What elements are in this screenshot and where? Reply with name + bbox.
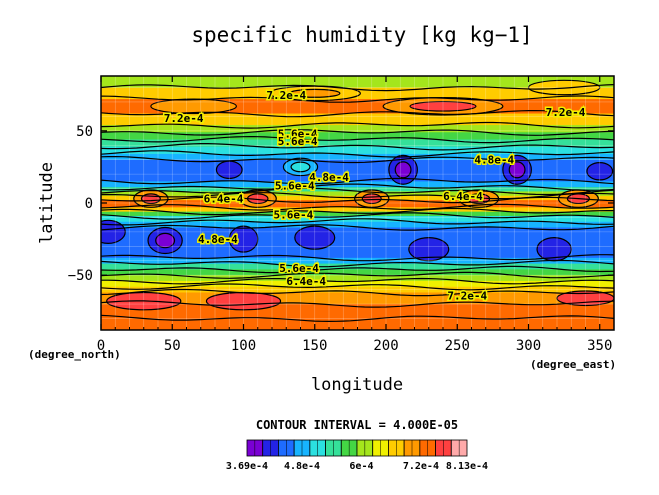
contour-label: 6.4e-4 [443, 190, 483, 203]
axis-ticks: 0 50 100 150 200 250 300 350 50 0 −50 [68, 76, 614, 354]
contour-label: 4.8e-4 [309, 171, 349, 184]
y-tick-label: 0 [85, 196, 93, 212]
x-tick-label: 350 [587, 338, 612, 354]
humidity-band [101, 153, 614, 161]
colorbar: 3.69e-4 4.8e-4 6e-4 7.2e-4 8.13e-4 [226, 439, 488, 472]
humidity-band [101, 146, 614, 155]
contour-line [101, 95, 614, 103]
humidity-extremum [228, 225, 259, 253]
contour-label: 7.2e-4 [447, 289, 487, 302]
contour-label: 6.4e-4 [204, 193, 244, 206]
contour-label: 5.6e-4 [278, 128, 318, 141]
humidity-extremum [289, 88, 341, 98]
humidity-band [101, 275, 614, 282]
contour-line [101, 224, 614, 231]
humidity-extremum [394, 161, 412, 179]
contour-label: 7.2e-4 [164, 112, 204, 125]
contour-line [101, 207, 614, 216]
humidity-extremum [101, 219, 126, 245]
contour-line [101, 203, 614, 211]
colorbar-label: 6e-4 [349, 461, 373, 472]
humidity-band [101, 125, 614, 133]
contour-interval-label: CONTOUR INTERVAL = 4.000E-05 [256, 418, 458, 432]
contour-line [101, 84, 614, 92]
y-axis-label: latitude [37, 162, 57, 244]
contour-line [101, 196, 614, 204]
humidity-extremum [294, 225, 336, 250]
contour-line [101, 212, 614, 220]
humidity-extremum [290, 161, 311, 173]
humidity-extremum [155, 232, 176, 249]
contour-line [101, 259, 614, 268]
humidity-band [101, 318, 614, 330]
contour-label: 6.4e-4 [286, 275, 326, 288]
contour-labels: 7.2e-47.2e-4 7.2e-45.6e-45.6e-44.8e-44.8e… [162, 87, 587, 304]
y-unit-label: (degree_north) [28, 348, 121, 361]
contour-label: 5.6e-4 [279, 262, 319, 275]
humidity-band [101, 286, 614, 293]
contour-line [101, 135, 614, 144]
humidity-band [101, 139, 614, 148]
colorbar-label: 7.2e-4 [403, 461, 439, 472]
humidity-extremum [508, 161, 526, 179]
humidity-extremum [586, 161, 614, 181]
contour-line [101, 300, 614, 308]
contour-line [101, 150, 614, 158]
contour-line [101, 254, 614, 262]
contour-lines [101, 84, 614, 323]
colorbar-label: 3.69e-4 [226, 461, 268, 472]
contour-label: 5.6e-4 [278, 135, 318, 148]
humidity-band [101, 269, 614, 276]
contour-line [101, 187, 614, 196]
contour-line [101, 143, 614, 151]
humidity-band [101, 207, 614, 213]
contour-line [101, 110, 614, 118]
contour-line [101, 314, 614, 323]
x-tick-label: 0 [97, 338, 105, 354]
y-tick-label: 50 [76, 124, 93, 140]
contour-line [101, 218, 614, 226]
humidity-band [101, 263, 614, 270]
x-axis-label: longitude [311, 375, 403, 395]
x-unit-label: (degree_east) [530, 358, 616, 371]
x-tick-label: 150 [302, 338, 327, 354]
humidity-band [101, 187, 614, 192]
humidity-band [101, 132, 614, 140]
x-tick-label: 250 [445, 338, 470, 354]
contour-label: 5.6e-4 [275, 180, 315, 193]
humidity-extremum [409, 100, 477, 112]
contour-label: 7.2e-4 [266, 89, 306, 102]
humidity-band [101, 76, 614, 89]
contour-line [101, 177, 614, 185]
humidity-extremum [408, 237, 450, 262]
contour-line [101, 288, 614, 297]
contour-line [101, 277, 614, 285]
humidity-band [101, 221, 614, 229]
colorbar-label: 4.8e-4 [284, 461, 320, 472]
humidity-band [101, 227, 614, 259]
humidity-band [101, 280, 614, 288]
contour-label: 4.8e-4 [198, 233, 238, 246]
contour-label: 4.8e-4 [474, 154, 514, 167]
contour-line [101, 156, 614, 164]
contour-label: 7.2e-4 [546, 106, 586, 119]
contour-line [101, 121, 614, 129]
humidity-band [101, 211, 614, 217]
contour-label: 5.6e-4 [274, 209, 314, 222]
x-tick-label: 300 [516, 338, 541, 354]
humidity-extrema [101, 79, 614, 311]
contour-line [101, 183, 614, 191]
humidity-extremum [150, 98, 237, 115]
contour-line [101, 283, 614, 291]
x-tick-label: 200 [373, 338, 398, 354]
y-tick-label: −50 [68, 268, 93, 284]
contour-line [101, 265, 614, 274]
colorbar-label: 8.13e-4 [446, 461, 488, 472]
contour-line [101, 271, 614, 279]
chart-title: specific humidity [kg kg−1] [191, 23, 532, 47]
x-tick-label: 50 [164, 338, 181, 354]
contour-line [101, 129, 614, 136]
x-tick-label: 100 [231, 338, 256, 354]
